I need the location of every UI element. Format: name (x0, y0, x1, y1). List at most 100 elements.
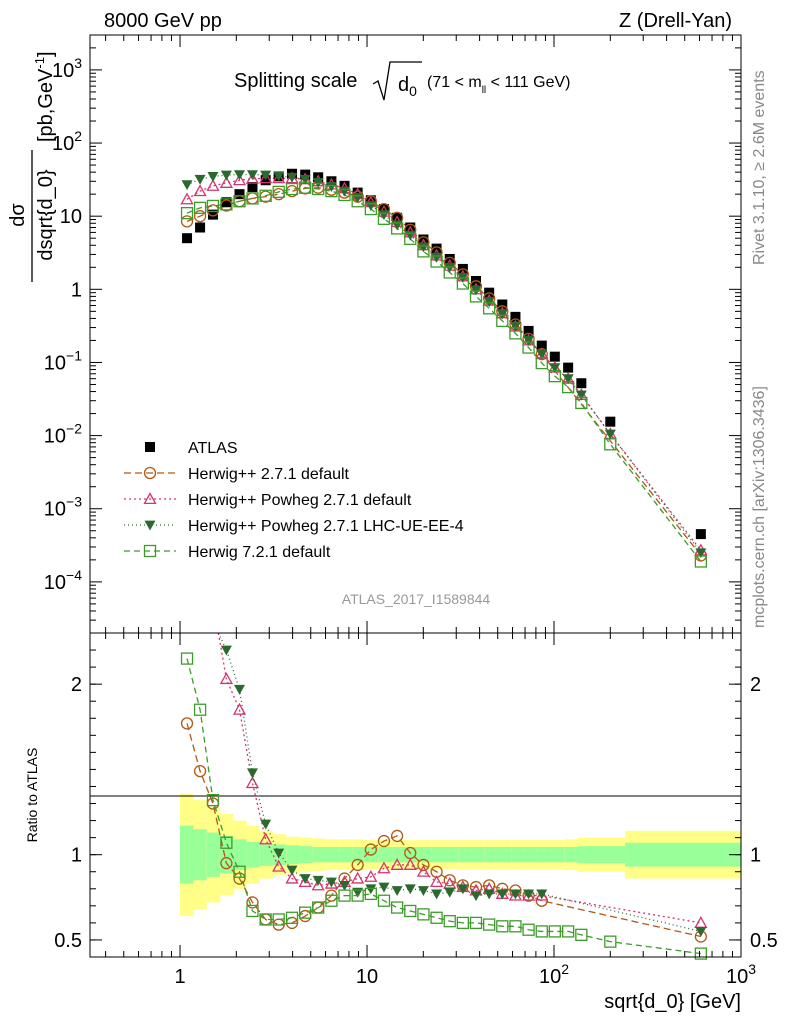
data-point (220, 198, 233, 211)
data-point (430, 255, 443, 268)
main-plot-panel: 10−4 10−3 10−2 10−1 1 10 102 103 Splitting scal… (7, 34, 742, 634)
data-point (377, 861, 391, 874)
data-point (221, 197, 232, 208)
uncertainty-band-inner (312, 847, 326, 863)
data-point (695, 927, 707, 937)
tick-label: 1 (71, 279, 82, 301)
data-point (509, 889, 521, 900)
data-point (312, 875, 324, 886)
uncertainty-band-inner (233, 839, 247, 871)
data-point (206, 793, 220, 807)
data-point (339, 180, 350, 191)
rivet-label: Rivet 3.1.10, ≥ 2.6M events (751, 70, 768, 265)
data-point (470, 891, 482, 902)
data-point (259, 189, 272, 202)
data-point (469, 290, 483, 303)
uncertainty-band-inner (511, 847, 525, 863)
ylabel-unit-close: ] (35, 51, 57, 57)
data-point (143, 544, 157, 558)
data-point (144, 520, 156, 531)
data-point (575, 928, 588, 941)
data-point (351, 195, 364, 208)
data-point (339, 880, 351, 891)
data-point (325, 184, 338, 198)
data-point (286, 172, 298, 183)
tick-label: 1 (174, 966, 185, 988)
data-point (234, 684, 246, 695)
data-point (351, 858, 364, 872)
data-point (272, 913, 285, 926)
data-point (246, 768, 258, 779)
data-point (338, 188, 351, 202)
data-point (390, 901, 404, 914)
main-plot-axes: 10−4 10−3 10−2 10−1 1 10 102 103 (44, 34, 742, 634)
data-point (193, 703, 207, 716)
data-point (535, 356, 548, 370)
data-point (143, 492, 157, 505)
data-point (220, 836, 233, 849)
data-point (417, 245, 430, 258)
data-point (509, 322, 521, 333)
data-point (522, 923, 535, 936)
data-point (364, 870, 378, 882)
data-point (325, 182, 337, 192)
data-point (483, 918, 496, 931)
uncertainty-band-inner (551, 847, 565, 863)
tick-label: 10−4 (44, 567, 82, 594)
uncertainty-band-inner (180, 825, 194, 884)
data-point (364, 202, 377, 216)
uncertainty-band-inner (339, 847, 353, 863)
data-point (522, 341, 535, 354)
data-point (431, 252, 443, 263)
data-point (404, 884, 416, 895)
data-point (246, 896, 259, 909)
data-point (548, 369, 561, 383)
data-point (469, 916, 483, 930)
data-point (180, 215, 194, 228)
data-point (417, 858, 430, 872)
uncertainty-band-inner (299, 846, 313, 864)
title-range-post: < 111 GeV) (486, 74, 570, 91)
ylabel-unit-text: [pb,GeV (35, 68, 57, 142)
data-point (483, 302, 496, 315)
data-point (180, 206, 194, 220)
data-point (536, 340, 547, 351)
ratio-y-tick-label-right: 2 (750, 674, 761, 696)
data-point (562, 374, 574, 385)
data-point (220, 170, 232, 181)
data-point (390, 222, 404, 235)
uncertainty-band-inner (445, 847, 459, 863)
data-point (390, 858, 404, 870)
data-point (576, 378, 587, 389)
data-point (444, 262, 456, 273)
data-point (443, 915, 456, 928)
legend-label: Herwig 7.2.1 default (188, 544, 331, 561)
data-point (245, 776, 260, 789)
data-point (234, 189, 245, 200)
data-point (259, 913, 272, 926)
data-point (273, 171, 285, 182)
data-point (549, 351, 560, 362)
data-point (694, 916, 708, 928)
legend-label: ATLAS (188, 440, 238, 457)
data-point (272, 859, 286, 872)
data-point (496, 314, 509, 328)
data-point (496, 889, 508, 900)
data-point (245, 171, 260, 184)
data-point (206, 178, 220, 191)
uncertainty-band-inner (431, 847, 446, 863)
uncertainty-band-inner (259, 843, 273, 866)
data-point (325, 877, 337, 888)
title-root-symbol: d (398, 74, 409, 96)
data-point (456, 277, 470, 290)
legend: ATLAS Herwig++ 2.7.1 default Herwig++ Powh… (124, 440, 464, 561)
data-point (232, 702, 247, 715)
data-point (364, 843, 377, 856)
data-point (182, 233, 193, 244)
ylabel-unit-sup: -1 (32, 57, 47, 69)
data-point (536, 349, 548, 360)
uncertainty-band-inner (458, 847, 472, 863)
data-point (286, 865, 298, 876)
data-point (456, 916, 470, 930)
data-point (246, 170, 258, 181)
